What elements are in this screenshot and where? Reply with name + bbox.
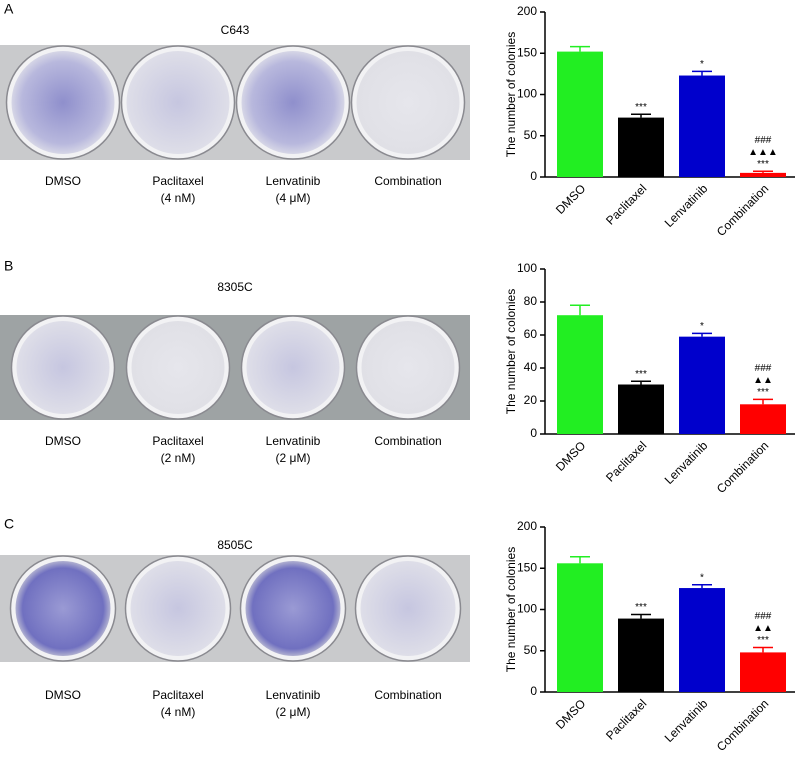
- significance-label: ###: [755, 611, 772, 622]
- x-tick-label: DMSO: [553, 438, 588, 473]
- x-tick-label: Lenvatinib: [662, 696, 711, 745]
- well: [360, 561, 456, 656]
- x-tick-label: Lenvatinib: [662, 181, 711, 230]
- well-label: Combination: [374, 434, 441, 448]
- y-tick-label: 50: [524, 128, 538, 142]
- x-tick-label: Combination: [714, 181, 772, 239]
- panel-title: C643: [221, 23, 250, 37]
- significance-label: ▲▲: [753, 375, 773, 386]
- well: [356, 51, 460, 154]
- significance-label: ###: [755, 135, 772, 146]
- well-label: (4 μM): [276, 191, 311, 205]
- well: [15, 561, 111, 656]
- well-label: Paclitaxel: [152, 174, 203, 188]
- y-tick-label: 150: [517, 560, 537, 574]
- well-label: Lenvatinib: [266, 688, 321, 702]
- bar: [557, 315, 603, 434]
- y-tick-label: 80: [524, 294, 538, 308]
- y-tick-label: 0: [530, 169, 537, 183]
- y-tick-label: 150: [517, 45, 537, 59]
- panel-letter: B: [4, 258, 13, 274]
- y-axis-label: The number of colonies: [504, 32, 518, 157]
- x-tick-label: DMSO: [553, 696, 588, 731]
- significance-label: *: [700, 572, 704, 583]
- well-label: (2 nM): [161, 451, 196, 465]
- well: [126, 51, 230, 154]
- well: [131, 321, 225, 414]
- panel-title: 8505C: [217, 538, 253, 552]
- significance-label: ▲▲▲: [748, 147, 778, 158]
- well-label: Paclitaxel: [152, 688, 203, 702]
- well-label: Lenvatinib: [266, 434, 321, 448]
- panel-letter: A: [4, 1, 14, 17]
- well-label: (4 nM): [161, 705, 196, 719]
- y-tick-label: 0: [530, 426, 537, 440]
- well-label: (2 μM): [276, 451, 311, 465]
- significance-label: ###: [755, 363, 772, 374]
- significance-label: *: [700, 59, 704, 70]
- x-tick-label: Paclitaxel: [603, 181, 649, 227]
- bar: [740, 404, 786, 434]
- well: [361, 321, 455, 414]
- y-tick-label: 100: [517, 261, 537, 275]
- significance-label: ***: [635, 602, 647, 613]
- x-tick-label: Lenvatinib: [662, 438, 711, 487]
- bar: [557, 563, 603, 692]
- x-tick-label: DMSO: [553, 181, 588, 216]
- significance-label: *: [700, 321, 704, 332]
- well: [130, 561, 226, 656]
- well-label: Paclitaxel: [152, 434, 203, 448]
- panel-title: 8305C: [217, 280, 253, 294]
- significance-label: ***: [757, 159, 769, 170]
- panel-letter: C: [4, 516, 14, 532]
- well-label: Combination: [374, 174, 441, 188]
- significance-label: ▲▲: [753, 623, 773, 634]
- y-tick-label: 40: [524, 360, 538, 374]
- x-tick-label: Combination: [714, 696, 772, 754]
- y-tick-label: 200: [517, 519, 537, 533]
- x-tick-label: Paclitaxel: [603, 438, 649, 484]
- bar: [557, 51, 603, 177]
- well: [246, 321, 340, 414]
- y-tick-label: 100: [517, 602, 537, 616]
- bar: [679, 588, 725, 692]
- well-label: (2 μM): [276, 705, 311, 719]
- y-tick-label: 50: [524, 643, 538, 657]
- y-tick-label: 20: [524, 393, 538, 407]
- significance-label: ***: [757, 387, 769, 398]
- well-label: Combination: [374, 688, 441, 702]
- bar: [679, 75, 725, 177]
- y-tick-label: 200: [517, 4, 537, 18]
- bar: [618, 384, 664, 434]
- significance-label: ***: [635, 369, 647, 380]
- significance-label: ***: [757, 635, 769, 646]
- y-tick-label: 0: [530, 684, 537, 698]
- well-label: Lenvatinib: [266, 174, 321, 188]
- well: [245, 561, 341, 656]
- y-tick-label: 100: [517, 87, 537, 101]
- well-label: DMSO: [45, 434, 81, 448]
- well: [11, 51, 115, 154]
- x-tick-label: Paclitaxel: [603, 696, 649, 742]
- bar: [679, 336, 725, 434]
- well-label: DMSO: [45, 174, 81, 188]
- bar: [740, 652, 786, 692]
- y-tick-label: 60: [524, 327, 538, 341]
- bar: [618, 117, 664, 177]
- bar: [618, 618, 664, 692]
- x-tick-label: Combination: [714, 438, 772, 496]
- well-label: DMSO: [45, 688, 81, 702]
- y-axis-label: The number of colonies: [504, 289, 518, 414]
- well: [241, 51, 345, 154]
- well-label: (4 nM): [161, 191, 196, 205]
- significance-label: ***: [635, 102, 647, 113]
- bar: [740, 172, 786, 177]
- well: [16, 321, 110, 414]
- y-axis-label: The number of colonies: [504, 547, 518, 672]
